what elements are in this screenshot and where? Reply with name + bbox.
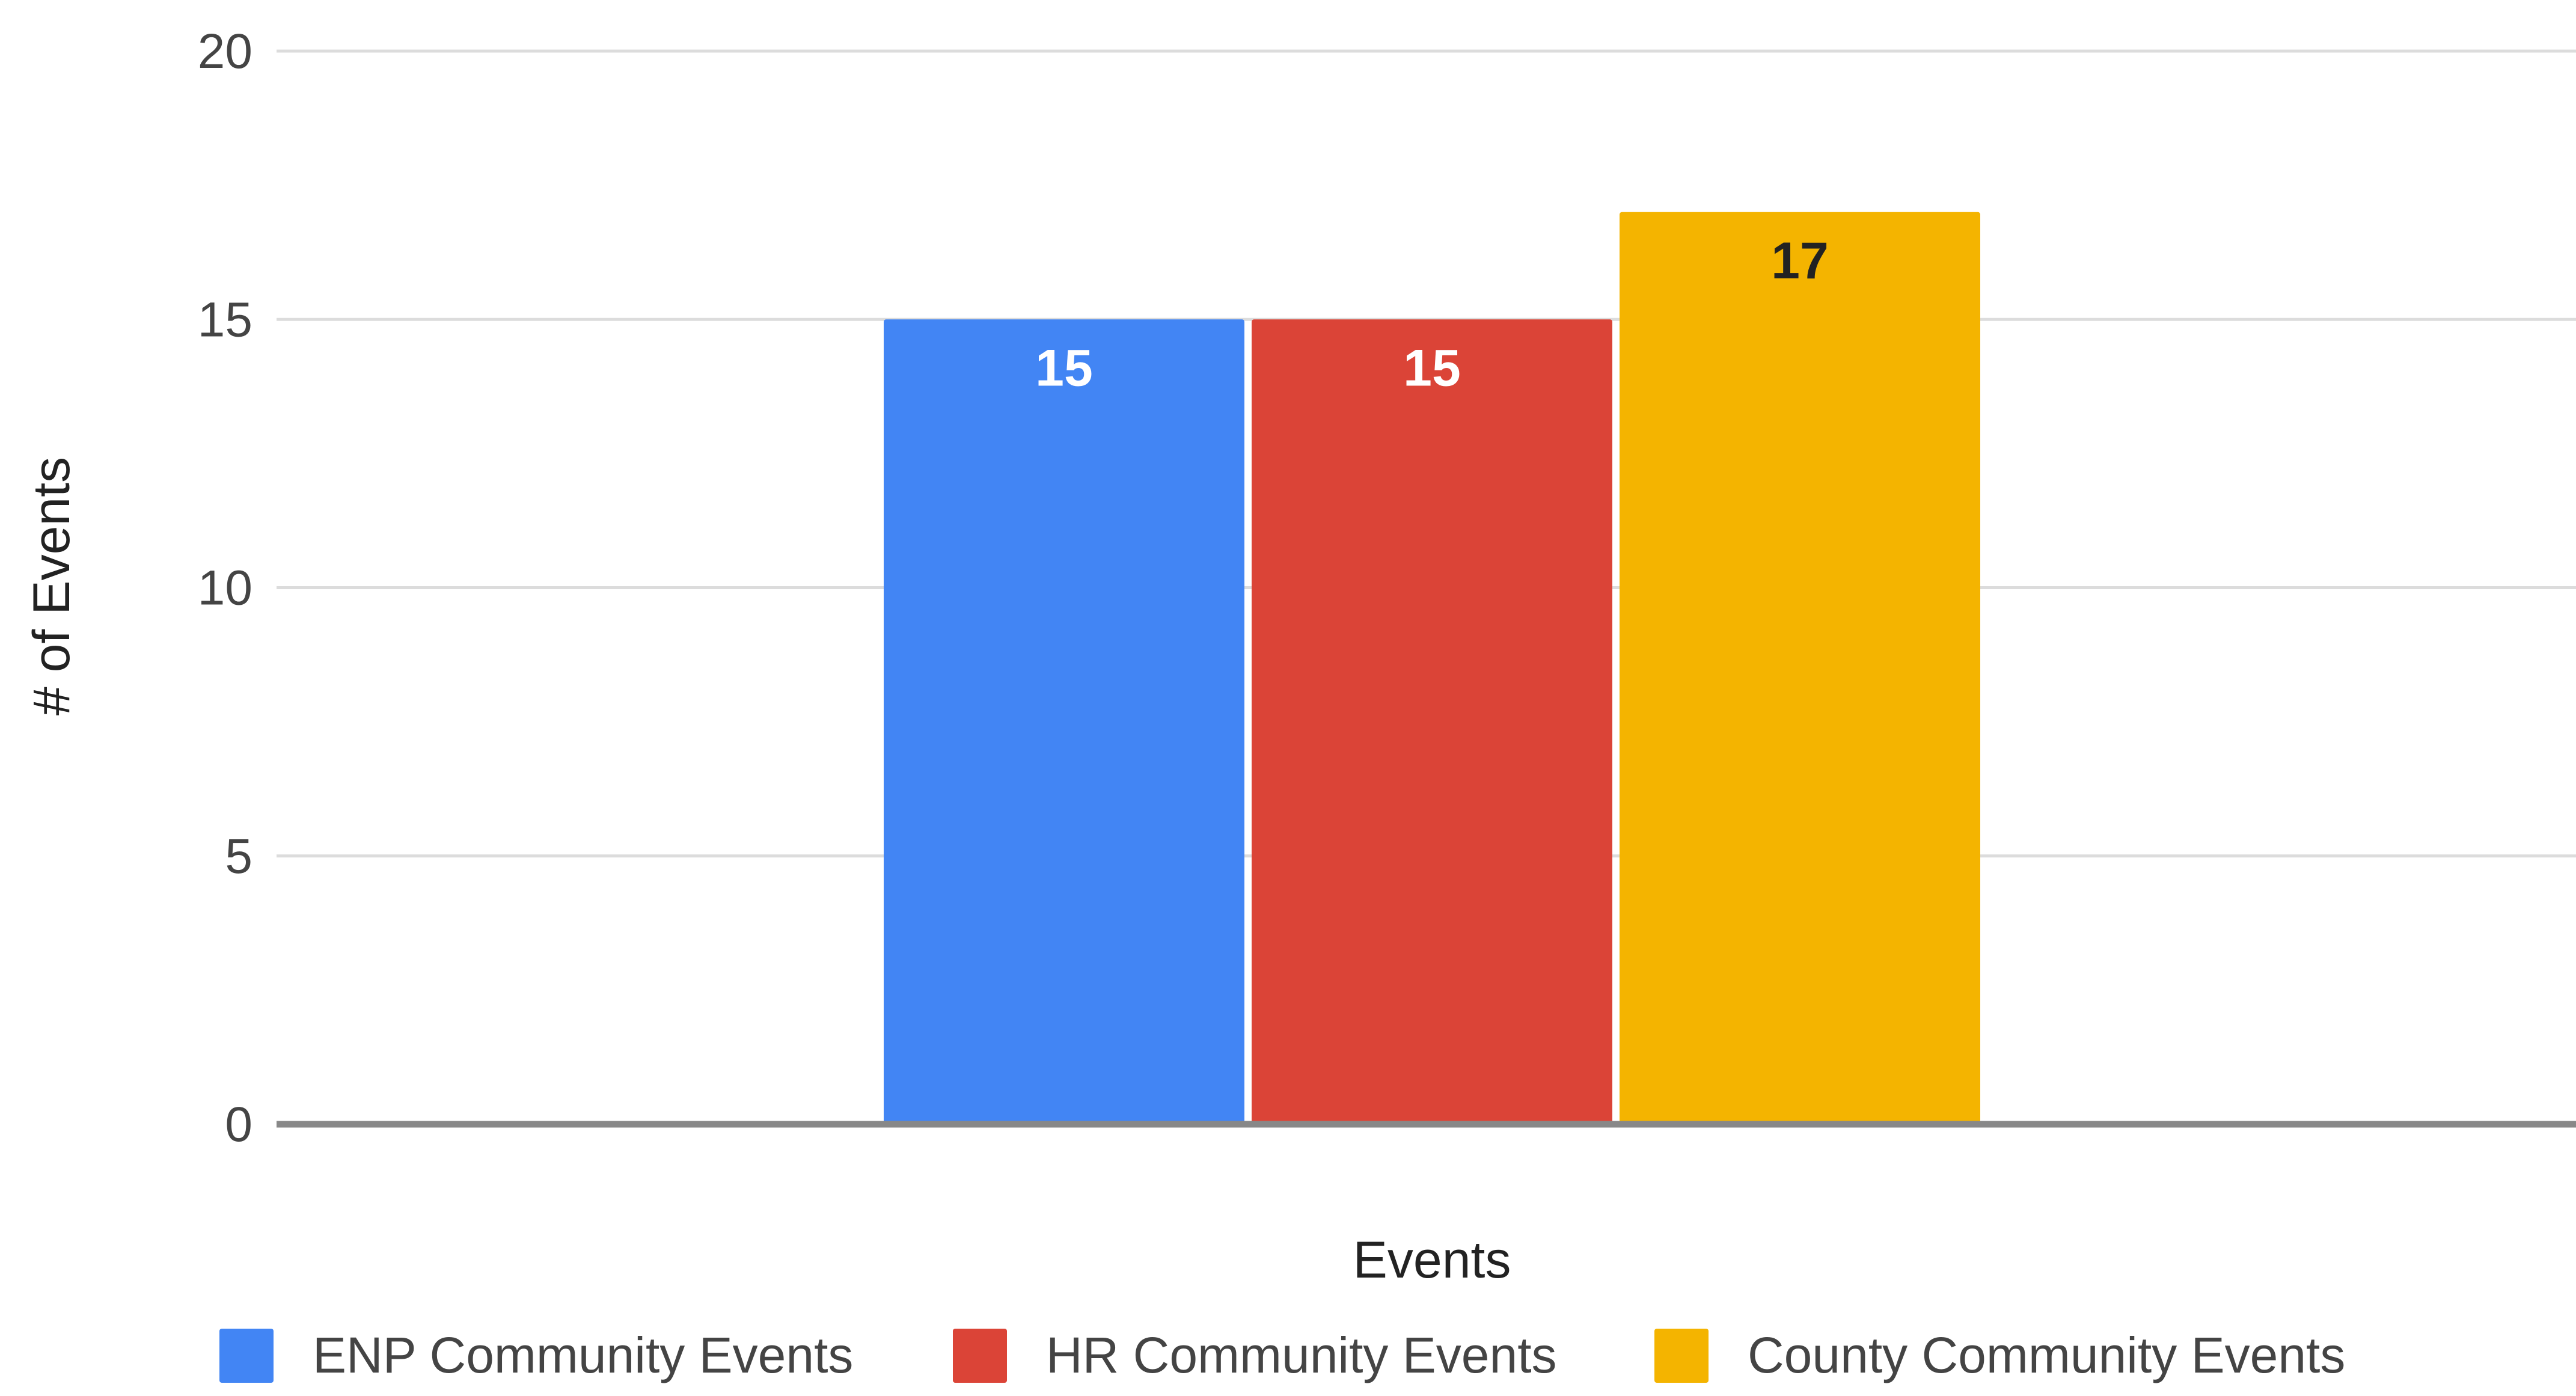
legend-item-0: ENP Community Events (219, 1327, 853, 1383)
x-axis-title: Events (1353, 1231, 1511, 1289)
y-tick-label-3: 15 (198, 292, 252, 347)
bar-2 (1620, 212, 1980, 1124)
y-tick-label-4: 20 (198, 24, 252, 79)
bar-0 (884, 319, 1244, 1124)
legend-label-2: County Community Events (1748, 1327, 2345, 1383)
legend: ENP Community Events HR Community Events C… (219, 1327, 2345, 1383)
bar-data-label-2: 17 (1771, 232, 1829, 290)
legend-item-1: HR Community Events (953, 1327, 1557, 1383)
legend-label-0: ENP Community Events (313, 1327, 853, 1383)
y-tick-label-1: 5 (225, 829, 252, 884)
bar-1 (1252, 319, 1612, 1124)
y-axis-title: # of Events (23, 457, 81, 715)
y-tick-label-0: 0 (225, 1097, 252, 1152)
y-tick-label-2: 10 (198, 561, 252, 616)
legend-swatch-0 (219, 1329, 274, 1383)
bar-data-labels: 15 15 17 (1035, 232, 1829, 397)
legend-swatch-1 (953, 1329, 1007, 1383)
legend-swatch-2 (1654, 1329, 1709, 1383)
bar-data-label-0: 15 (1035, 339, 1093, 397)
legend-item-2: County Community Events (1654, 1327, 2345, 1383)
y-axis-ticks: 0 5 10 15 20 (198, 24, 252, 1152)
bar-data-label-1: 15 (1403, 339, 1461, 397)
bars (884, 212, 1980, 1124)
legend-label-1: HR Community Events (1046, 1327, 1557, 1383)
